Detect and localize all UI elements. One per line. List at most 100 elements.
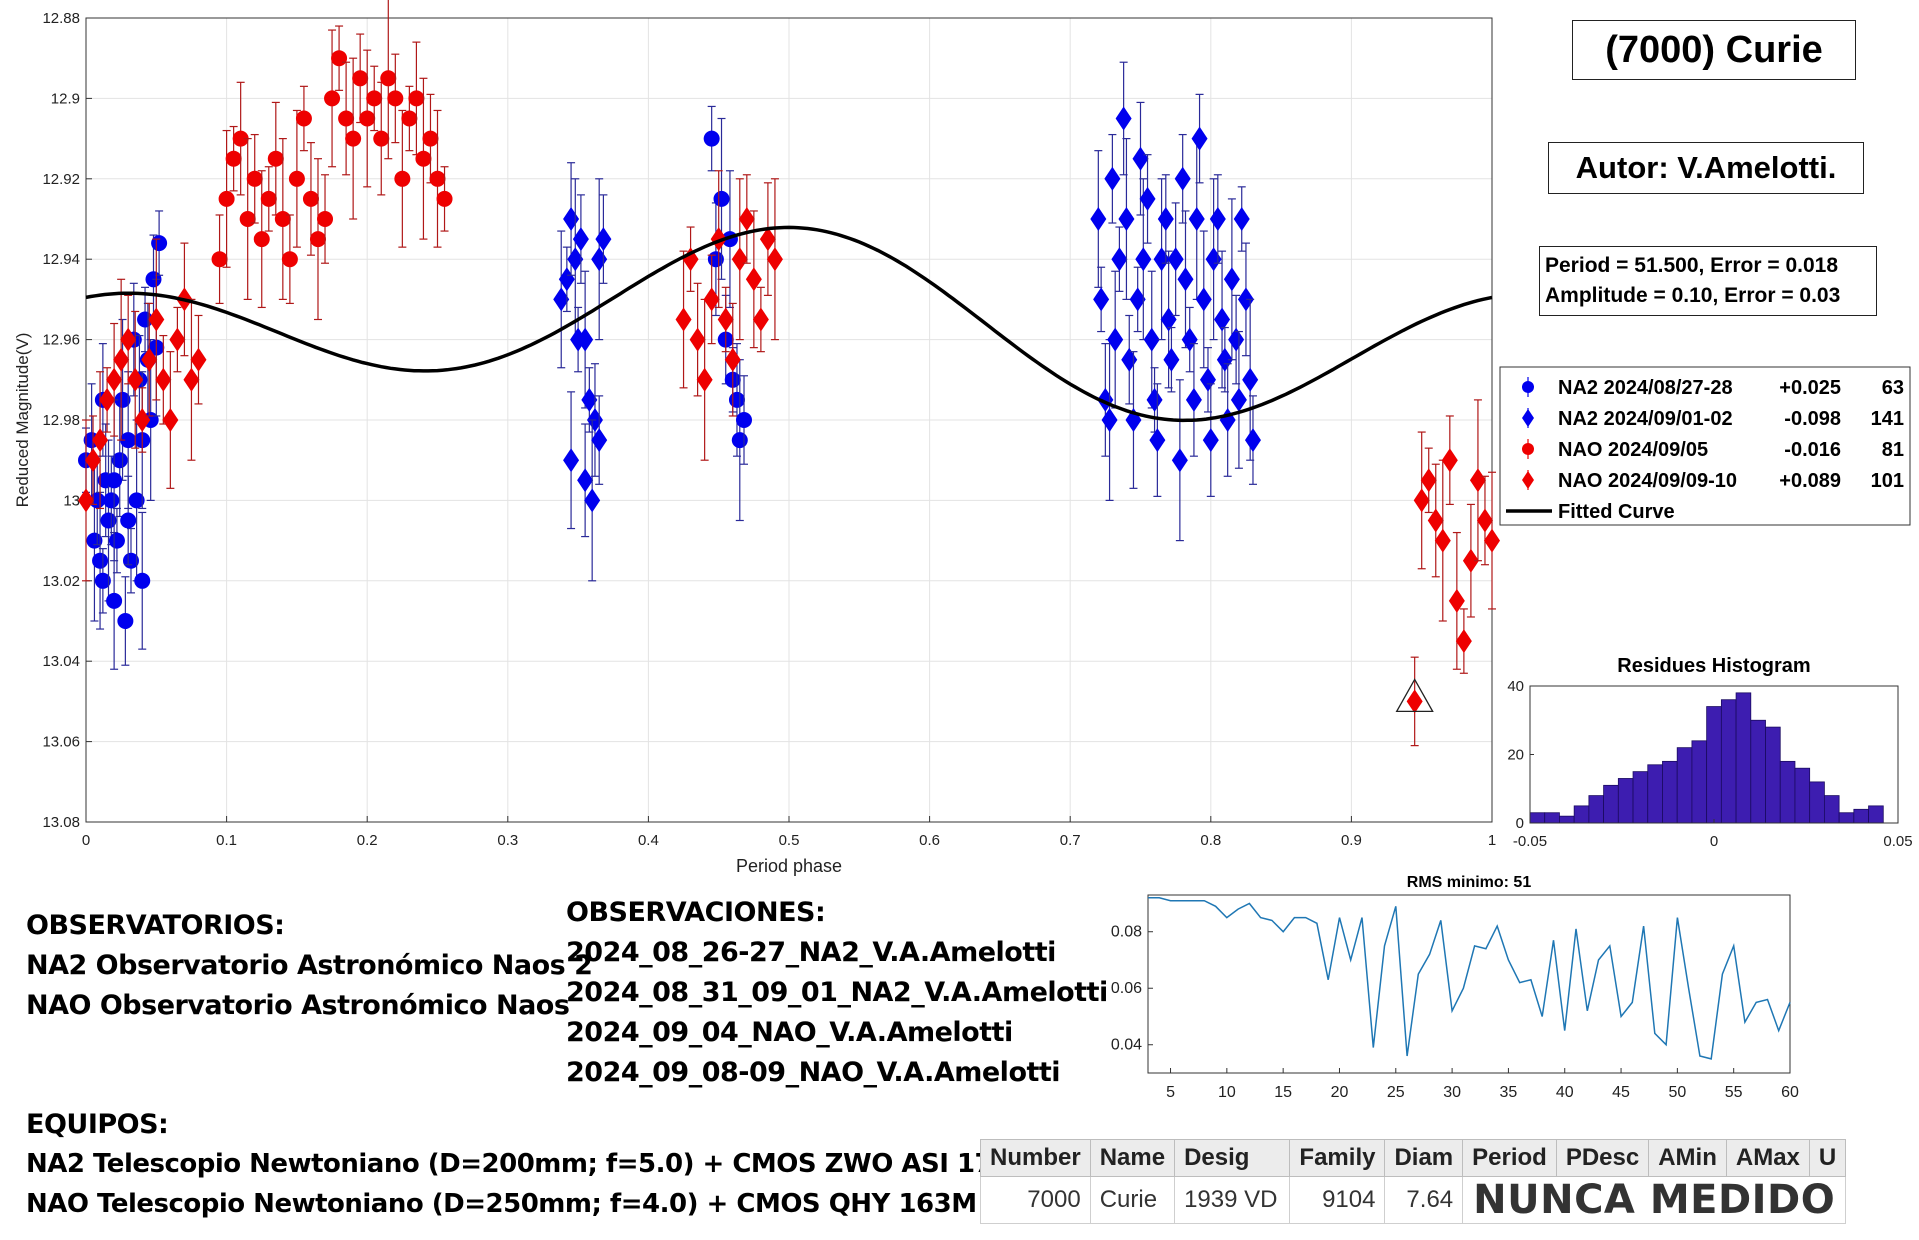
data-point <box>717 307 734 332</box>
data-point <box>1163 347 1180 372</box>
data-point <box>111 452 128 469</box>
data-point <box>106 367 123 392</box>
data-point <box>584 488 601 513</box>
data-point <box>394 170 411 187</box>
data-point <box>309 231 326 248</box>
data-point <box>113 347 130 372</box>
data-point <box>106 592 123 609</box>
amplitude-text: Amplitude = 0.10, Error = 0.03 <box>1545 284 1841 307</box>
data-point <box>1455 629 1472 654</box>
histogram-x-tick-label: -0.05 <box>1513 833 1547 850</box>
histogram-y-tick-label: 20 <box>1507 747 1524 764</box>
histogram-bar <box>1617 778 1634 824</box>
histogram-x-tick-label: 0 <box>1710 833 1718 850</box>
y-tick-label: 13 <box>63 492 80 509</box>
rms-title: RMS minimo: 51 <box>1407 874 1532 891</box>
data-point <box>581 387 598 412</box>
legend-series-name: NA2 2024/08/27-28 <box>1558 377 1733 399</box>
data-point <box>415 150 432 167</box>
data-point <box>1205 247 1222 272</box>
data-point <box>155 367 172 392</box>
data-point <box>736 412 753 428</box>
rms-x-tick-label: 35 <box>1500 1084 1518 1101</box>
legend-marker <box>1522 443 1534 455</box>
histogram-bar <box>1573 805 1590 824</box>
data-point <box>1244 428 1261 453</box>
data-point <box>1104 166 1121 191</box>
rms-x-tick-label: 5 <box>1166 1084 1175 1101</box>
data-point <box>1199 367 1216 392</box>
data-point <box>1191 126 1208 151</box>
cell-diam: 7.64 <box>1384 1176 1464 1224</box>
rms-line <box>1148 897 1791 1060</box>
rms-x-tick-label: 10 <box>1218 1084 1236 1101</box>
data-point <box>577 468 594 493</box>
period-box: Period = 51.500, Error = 0.018 Amplitude… <box>1539 246 1877 316</box>
table-header-row: Number Name Desig Family Diam Period PDe… <box>980 1139 1847 1177</box>
data-point <box>338 110 355 127</box>
col-amin: AMin <box>1648 1139 1727 1177</box>
data-point <box>373 130 390 147</box>
col-number: Number <box>980 1139 1091 1177</box>
data-point <box>563 448 580 473</box>
data-point <box>1132 146 1149 171</box>
data-point <box>120 327 137 352</box>
data-point <box>752 307 769 332</box>
data-point <box>302 190 319 207</box>
data-point <box>85 448 102 473</box>
cell-name: Curie <box>1089 1176 1176 1224</box>
data-point <box>1118 207 1135 231</box>
data-point <box>103 492 120 509</box>
histogram-bar <box>1559 815 1575 824</box>
y-tick-label: 12.98 <box>42 412 80 429</box>
data-point <box>169 327 186 352</box>
data-point <box>1157 207 1174 231</box>
y-tick-label: 12.96 <box>42 332 80 349</box>
data-point <box>1448 588 1465 613</box>
data-point <box>759 227 776 252</box>
data-point <box>267 150 284 167</box>
data-point <box>380 70 397 87</box>
histogram-bar <box>1838 812 1855 824</box>
data-point <box>1171 448 1188 473</box>
data-point <box>1228 327 1245 352</box>
x-tick-label: 0.2 <box>357 832 378 849</box>
observaciones-heading: OBSERVACIONES: <box>566 897 826 928</box>
observacion-line-1: 2024_08_26-27_NA2_V.A.Amelotti <box>566 937 1056 968</box>
rms-x-tick-label: 25 <box>1387 1084 1405 1101</box>
histogram-bar <box>1765 726 1781 824</box>
rms-y-tick-label: 0.06 <box>1111 980 1142 997</box>
col-desig: Desig <box>1174 1139 1291 1177</box>
data-point <box>1214 307 1231 332</box>
data-point <box>218 190 235 207</box>
data-point <box>1230 387 1247 412</box>
x-tick-label: 0.5 <box>779 832 800 849</box>
histogram-bar <box>1691 740 1708 824</box>
col-amax: AMax <box>1725 1139 1810 1177</box>
data-point <box>689 327 706 352</box>
data-point <box>436 190 453 207</box>
legend-series-offset: +0.025 <box>1779 377 1841 399</box>
data-point <box>92 552 109 569</box>
y-axis-label: Reduced Magnitude(V) <box>13 333 32 508</box>
data-point <box>1188 207 1205 231</box>
data-point <box>1149 428 1166 453</box>
period-text: Period = 51.500, Error = 0.018 <box>1545 254 1839 277</box>
author-box: Autor: V.Amelotti. <box>1548 142 1864 194</box>
equipos-heading: EQUIPOS: <box>26 1109 169 1140</box>
data-point <box>108 532 125 549</box>
y-tick-label: 13.08 <box>42 814 80 831</box>
data-point <box>1174 166 1191 191</box>
observacion-line-3: 2024_09_04_NAO_V.A.Amelotti <box>566 1017 1013 1048</box>
data-point <box>141 347 158 372</box>
data-point <box>1441 448 1458 473</box>
x-tick-label: 0.6 <box>919 832 940 849</box>
data-point <box>1202 428 1219 453</box>
data-point <box>324 90 341 107</box>
asteroid-title: (7000) Curie <box>1605 28 1823 71</box>
data-point <box>710 227 727 252</box>
data-point <box>225 150 242 167</box>
x-tick-label: 0.4 <box>638 832 659 849</box>
data-point <box>359 110 376 127</box>
data-point <box>1167 247 1184 272</box>
